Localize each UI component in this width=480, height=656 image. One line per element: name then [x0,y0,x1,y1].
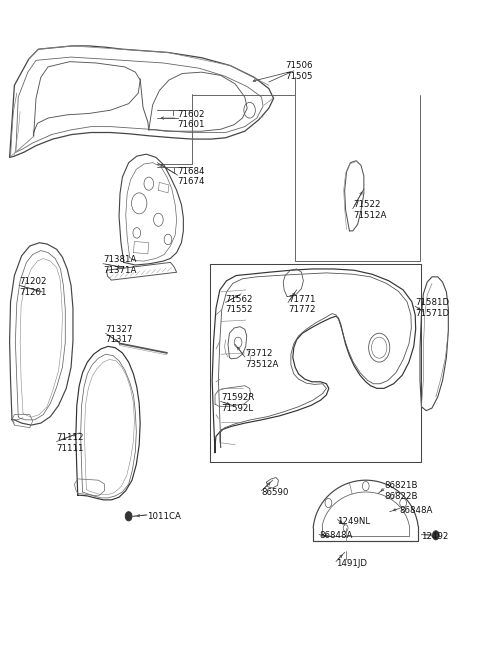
Text: 86590: 86590 [262,488,289,497]
Text: 86821B
86822B: 86821B 86822B [384,481,418,501]
Text: 71602
71601: 71602 71601 [178,110,205,129]
Text: 71112
71111: 71112 71111 [57,433,84,453]
Text: 86848A: 86848A [399,506,433,515]
Circle shape [125,512,132,521]
Text: 12492: 12492 [421,532,449,541]
Text: 71581D
71571D: 71581D 71571D [415,298,449,318]
Text: 1011CA: 1011CA [147,512,181,522]
Text: 71506
71505: 71506 71505 [286,61,313,81]
Text: 71684
71674: 71684 71674 [178,167,205,186]
Text: 71522
71512A: 71522 71512A [353,200,386,220]
Text: 71771
71772: 71771 71772 [288,295,315,314]
Text: 1249NL: 1249NL [337,517,371,526]
Text: 71381A
71371A: 71381A 71371A [103,255,137,275]
Text: 73712
73512A: 73712 73512A [245,349,278,369]
Text: 71562
71552: 71562 71552 [226,295,253,314]
Circle shape [432,531,439,540]
Text: 71592R
71592L: 71592R 71592L [221,393,254,413]
Text: 71327
71317: 71327 71317 [106,325,133,344]
Text: 71202
71201: 71202 71201 [19,277,47,297]
Text: 1491JD: 1491JD [336,559,367,568]
Text: 86848A: 86848A [319,531,353,541]
